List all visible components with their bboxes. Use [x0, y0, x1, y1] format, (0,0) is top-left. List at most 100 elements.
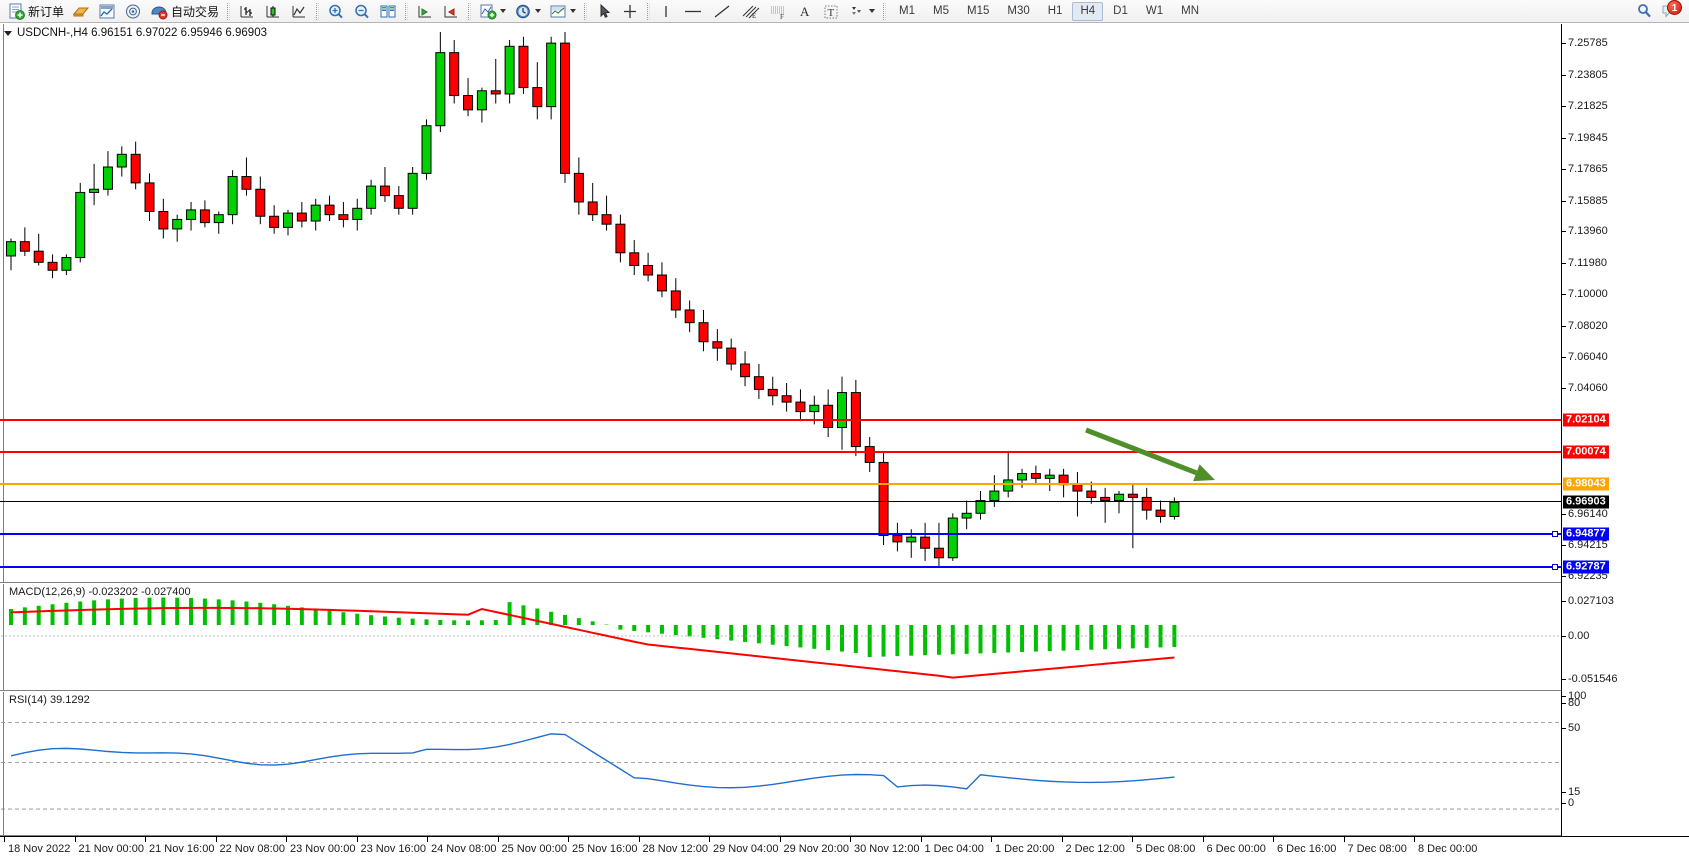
market-watch-button[interactable]	[95, 1, 119, 22]
symbol-header-text: USDCNH-,H4 6.96151 6.97022 6.95946 6.969…	[17, 27, 267, 39]
text-label-button[interactable]: T	[819, 1, 843, 22]
auto-trading-label: 自动交易	[171, 4, 220, 19]
price-tick: 7.15885	[1562, 195, 1608, 207]
timeframe-m5[interactable]: M5	[933, 5, 949, 17]
price-tick: 7.10000	[1562, 288, 1608, 300]
level-line-support-2[interactable]	[0, 566, 1561, 569]
time-label: 23 Nov 16:00	[360, 843, 426, 855]
level-line-current-price[interactable]	[0, 501, 1561, 503]
navigator-button[interactable]	[121, 1, 145, 22]
line-chart-icon	[292, 5, 306, 17]
crosshair-button[interactable]	[618, 1, 642, 22]
period-button[interactable]	[511, 1, 544, 22]
price-label-support-2[interactable]: 6.92787	[1563, 560, 1609, 574]
equidistant-channel-button[interactable]: E	[737, 1, 763, 22]
trendline-icon	[714, 4, 730, 18]
timeframe-m15[interactable]: M15	[967, 5, 990, 17]
level-handle-support-2[interactable]	[1552, 564, 1558, 571]
vertical-line-button[interactable]	[655, 1, 677, 22]
rsi-tick-0: 0	[1562, 797, 1574, 809]
time-label: 6 Dec 00:00	[1206, 843, 1266, 855]
bar-chart-button[interactable]	[235, 1, 259, 22]
rsi-tick-100: 100	[1562, 690, 1586, 702]
symbol-header[interactable]: USDCNH-,H4 6.96151 6.97022 6.95946 6.969…	[4, 27, 267, 39]
period-dropdown-caret[interactable]	[535, 9, 542, 13]
price-tick: 7.25785	[1562, 37, 1608, 49]
cursor-button[interactable]	[592, 1, 616, 22]
chart-plot[interactable]	[1, 24, 1561, 836]
search-button[interactable]	[1632, 1, 1658, 22]
time-tick	[709, 837, 710, 842]
timeframe-mn[interactable]: MN	[1181, 5, 1199, 17]
templates-dropdown-caret[interactable]	[570, 9, 577, 13]
zoom-in-button[interactable]	[324, 1, 348, 22]
level-line-support-1[interactable]	[0, 533, 1561, 536]
auto-trading-button[interactable]: 自动交易	[147, 1, 222, 22]
price-label-current-price[interactable]: 6.96903	[1563, 495, 1609, 509]
crosshair-icon	[624, 4, 637, 18]
line-chart-button[interactable]	[287, 1, 311, 22]
time-tick	[1414, 837, 1415, 842]
indicators-button[interactable]	[476, 1, 509, 22]
tile-windows-button[interactable]	[376, 1, 400, 22]
macd-pane-top-border	[0, 582, 1561, 583]
chart-shift-button[interactable]	[413, 1, 437, 22]
toolbar-separator-3	[405, 2, 409, 20]
macd-pane-left-border	[3, 584, 4, 690]
fibonacci-button[interactable]: F	[765, 1, 791, 22]
time-label: 2 Dec 12:00	[1065, 843, 1125, 855]
horizontal-line-button[interactable]	[679, 1, 707, 22]
cursor-icon	[600, 3, 611, 18]
price-label-support-1[interactable]: 6.94877	[1563, 527, 1609, 541]
timeframe-d1[interactable]: D1	[1113, 5, 1128, 17]
macd-tick-low: -0.051546	[1562, 673, 1618, 685]
price-label-resistance-2[interactable]: 7.00074	[1563, 445, 1609, 459]
timeframe-h1[interactable]: H1	[1047, 5, 1063, 17]
time-label: 18 Nov 2022	[8, 843, 71, 855]
text-button[interactable]: A	[793, 1, 817, 22]
chart-area[interactable]: USDCNH-,H4 6.96151 6.97022 6.95946 6.969…	[0, 23, 1689, 860]
time-tick	[215, 837, 217, 842]
price-tick: 7.21825	[1562, 100, 1608, 112]
auto-scroll-button[interactable]	[439, 1, 463, 22]
time-label: 30 Nov 12:00	[854, 843, 920, 855]
shapes-dropdown-caret[interactable]	[869, 9, 876, 13]
chart-menu-caret-icon[interactable]	[4, 30, 12, 36]
trendline-button[interactable]	[709, 1, 735, 22]
level-line-resistance-2[interactable]	[0, 450, 1561, 453]
timeframe-m30[interactable]: M30	[1007, 5, 1030, 17]
shapes-icon	[852, 6, 862, 15]
time-tick	[356, 837, 358, 842]
timeframe-m1[interactable]: M1	[899, 5, 916, 17]
indicators-dropdown-caret[interactable]	[500, 9, 507, 13]
bar-chart-icon	[240, 5, 254, 17]
notification-button[interactable]: 1	[1659, 0, 1682, 21]
price-label-resistance-1[interactable]: 7.02104	[1563, 413, 1609, 426]
price-tick: 6.94215	[1562, 539, 1608, 551]
price-tick: 7.11980	[1562, 257, 1607, 269]
level-line-pivot[interactable]	[0, 483, 1561, 485]
svg-text:E: E	[752, 12, 756, 20]
shapes-button[interactable]	[845, 1, 878, 22]
time-tick	[74, 837, 76, 842]
price-axis[interactable]: 7.25785 7.23805 7.21825 7.19845 7.17865 7.158…	[1562, 24, 1689, 836]
new-order-icon	[9, 3, 25, 20]
macd-tick-high: 0.027103	[1562, 595, 1614, 607]
time-label: 29 Nov 04:00	[713, 843, 779, 855]
time-axis[interactable]: 18 Nov 2022 21 Nov 00:00 21 Nov 16:00 22 No…	[0, 836, 1689, 860]
timeframe-h4[interactable]: H4	[1072, 1, 1104, 21]
new-order-button[interactable]: 新订单	[5, 1, 67, 22]
timeframe-w1[interactable]: W1	[1145, 5, 1164, 17]
time-label: 21 Nov 00:00	[78, 843, 144, 855]
macd-pane-bottom-border	[0, 690, 1561, 691]
level-line-resistance-1[interactable]	[0, 418, 1561, 421]
zoom-out-button[interactable]	[350, 1, 374, 22]
toolbar-separator-7	[883, 2, 887, 20]
time-label: 25 Nov 16:00	[572, 843, 638, 855]
price-label-pivot[interactable]: 6.98043	[1563, 477, 1609, 491]
candlestick-chart-button[interactable]	[261, 1, 285, 22]
templates-button[interactable]	[546, 1, 579, 22]
level-handle-support-1[interactable]	[1552, 531, 1558, 538]
rsi-label: RSI(14) 39.1292	[9, 694, 90, 706]
profiles-button[interactable]	[69, 1, 93, 22]
